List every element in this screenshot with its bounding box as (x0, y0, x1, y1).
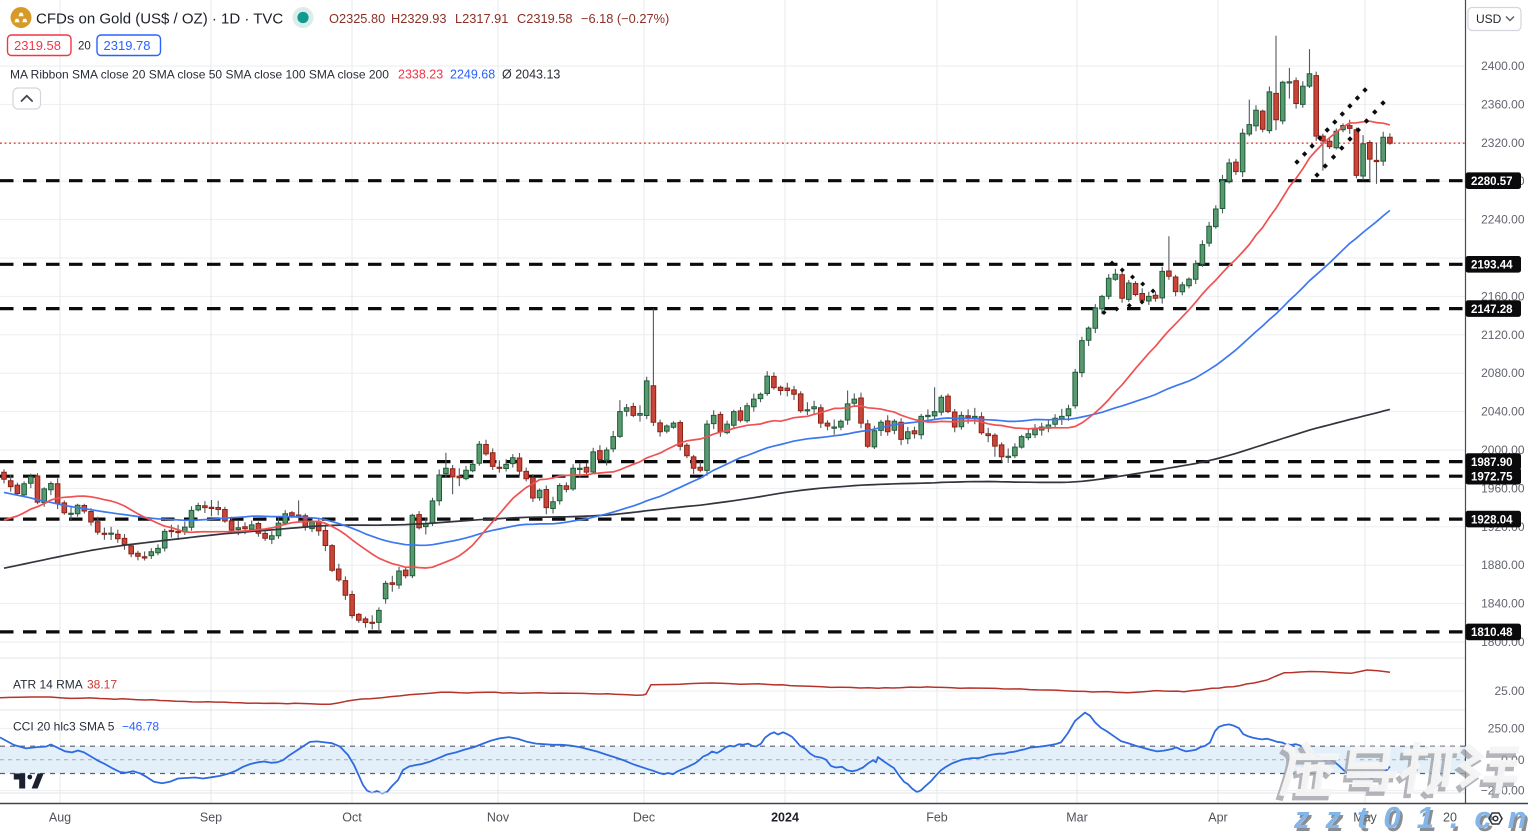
svg-text:1810.48: 1810.48 (1471, 627, 1513, 639)
svg-text:1928.04: 1928.04 (1471, 514, 1513, 526)
svg-text:O2325.80: O2325.80 (329, 11, 385, 26)
svg-text:Apr: Apr (1208, 811, 1227, 825)
svg-text:Feb: Feb (926, 811, 948, 825)
svg-text:2024: 2024 (771, 811, 799, 825)
svg-text:2338.23: 2338.23 (398, 68, 443, 82)
svg-text:2360.00: 2360.00 (1481, 97, 1525, 111)
svg-text:2400.00: 2400.00 (1481, 59, 1525, 73)
svg-text:Sep: Sep (200, 811, 222, 825)
svg-text:38.17: 38.17 (87, 678, 117, 692)
svg-text:2240.00: 2240.00 (1481, 213, 1525, 227)
svg-text:2193.44: 2193.44 (1471, 260, 1513, 272)
svg-text:Dec: Dec (633, 811, 655, 825)
svg-text:2319.58: 2319.58 (14, 38, 61, 53)
svg-text:Nov: Nov (487, 811, 510, 825)
svg-text:250.00: 250.00 (1488, 721, 1525, 735)
svg-text:Aug: Aug (49, 811, 71, 825)
svg-text:zzt01.cn: zzt01.cn (1293, 800, 1528, 832)
svg-text:L2317.91: L2317.91 (455, 11, 508, 26)
svg-text:Mar: Mar (1066, 811, 1088, 825)
svg-text:H2329.93: H2329.93 (391, 11, 447, 26)
svg-text:2249.68: 2249.68 (450, 68, 495, 82)
svg-text:1987.90: 1987.90 (1471, 457, 1513, 469)
svg-text:−6.18 (−0.27%): −6.18 (−0.27%) (581, 11, 669, 26)
svg-text:2320.00: 2320.00 (1481, 136, 1525, 150)
svg-text:CFDs on Gold (US$ / OZ) · 1D ·: CFDs on Gold (US$ / OZ) · 1D · TVC (36, 11, 283, 28)
svg-text:2280.57: 2280.57 (1471, 176, 1513, 188)
svg-text:Ø 2043.13: Ø 2043.13 (502, 68, 560, 82)
svg-text:C2319.58: C2319.58 (517, 11, 573, 26)
svg-text:25.00: 25.00 (1494, 684, 1524, 698)
svg-text:−46.78: −46.78 (122, 720, 159, 734)
svg-text:2147.28: 2147.28 (1471, 304, 1513, 316)
svg-text:2040.00: 2040.00 (1481, 405, 1525, 419)
svg-text:MA Ribbon SMA close 20 SMA clo: MA Ribbon SMA close 20 SMA close 50 SMA … (10, 68, 389, 82)
svg-text:Oct: Oct (342, 811, 362, 825)
svg-text:1972.75: 1972.75 (1471, 471, 1513, 483)
svg-text:1840.00: 1840.00 (1481, 597, 1525, 611)
svg-text:USD: USD (1476, 12, 1502, 26)
svg-text:1880.00: 1880.00 (1481, 558, 1525, 572)
svg-text:2120.00: 2120.00 (1481, 328, 1525, 342)
svg-text:ATR 14 RMA: ATR 14 RMA (13, 678, 83, 692)
svg-text:CCI 20 hlc3 SMA 5: CCI 20 hlc3 SMA 5 (13, 720, 115, 734)
svg-text:2080.00: 2080.00 (1481, 366, 1525, 380)
svg-text:20: 20 (78, 41, 91, 53)
svg-text:2319.78: 2319.78 (104, 38, 151, 53)
